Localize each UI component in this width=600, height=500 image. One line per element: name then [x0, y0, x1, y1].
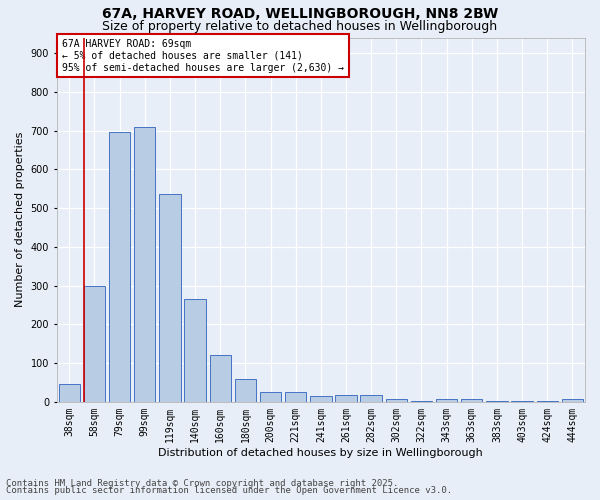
- Bar: [184, 299, 206, 402]
- Bar: [260, 392, 281, 402]
- Bar: [159, 194, 181, 402]
- Bar: [536, 401, 558, 402]
- Bar: [562, 398, 583, 402]
- Bar: [386, 398, 407, 402]
- Bar: [134, 126, 155, 402]
- Bar: [436, 398, 457, 402]
- Text: 67A, HARVEY ROAD, WELLINGBOROUGH, NN8 2BW: 67A, HARVEY ROAD, WELLINGBOROUGH, NN8 2B…: [102, 8, 498, 22]
- Bar: [209, 356, 231, 402]
- Y-axis label: Number of detached properties: Number of detached properties: [15, 132, 25, 308]
- Text: 67A HARVEY ROAD: 69sqm
← 5% of detached houses are smaller (141)
95% of semi-det: 67A HARVEY ROAD: 69sqm ← 5% of detached …: [62, 40, 344, 72]
- Bar: [84, 286, 105, 402]
- Bar: [235, 380, 256, 402]
- Bar: [461, 398, 482, 402]
- Bar: [486, 400, 508, 402]
- Bar: [361, 395, 382, 402]
- Bar: [285, 392, 307, 402]
- Bar: [511, 401, 533, 402]
- Text: Contains HM Land Registry data © Crown copyright and database right 2025.: Contains HM Land Registry data © Crown c…: [6, 478, 398, 488]
- Text: Contains public sector information licensed under the Open Government Licence v3: Contains public sector information licen…: [6, 486, 452, 495]
- Bar: [109, 132, 130, 402]
- Bar: [411, 401, 432, 402]
- Text: Size of property relative to detached houses in Wellingborough: Size of property relative to detached ho…: [103, 20, 497, 33]
- Bar: [310, 396, 332, 402]
- Bar: [335, 395, 356, 402]
- X-axis label: Distribution of detached houses by size in Wellingborough: Distribution of detached houses by size …: [158, 448, 483, 458]
- Bar: [59, 384, 80, 402]
